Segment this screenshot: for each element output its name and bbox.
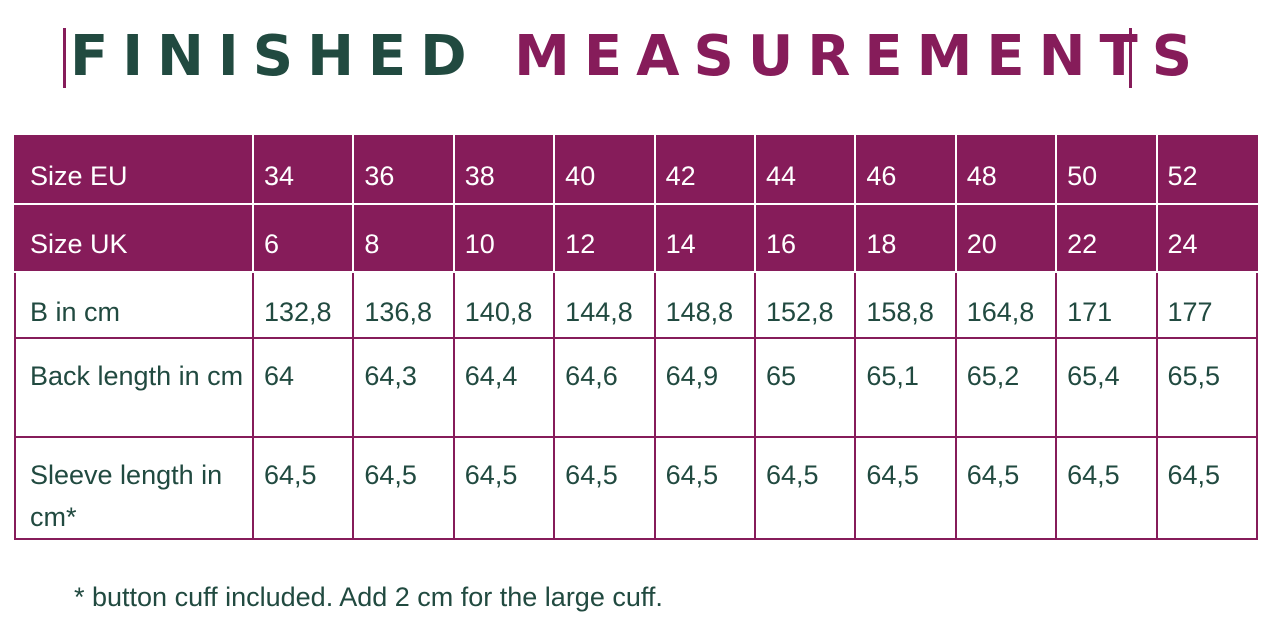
table-cell: 65,5: [1155, 337, 1259, 438]
table-cell: 140,8: [452, 271, 556, 339]
table-cell: 158,8: [854, 271, 957, 339]
title-divider-left: [63, 28, 66, 88]
title-divider-right: [1129, 28, 1132, 88]
table-cell: 10: [452, 203, 556, 273]
table-cell: 65,2: [954, 337, 1058, 438]
table-row: B in cm 132,8 136,8 140,8 144,8 148,8 152,8 158…: [14, 271, 1259, 339]
table-cell: 34: [251, 135, 355, 205]
table-cell: 64,6: [553, 337, 656, 438]
table-row: Sleeve length in cm* 64,5 64,5 64,5 64,5 64,5…: [14, 436, 1259, 540]
row-label: Back length in cm: [14, 337, 254, 438]
page-title: FINISHED MEASUREMENTS: [0, 22, 1276, 92]
table-cell: 6: [251, 203, 355, 273]
table-cell: 144,8: [553, 271, 656, 339]
table-cell: 64,9: [653, 337, 756, 438]
table-cell: 65: [753, 337, 857, 438]
table-row: Back length in cm 64 64,3 64,4 64,6 64,9 65 65,…: [14, 337, 1259, 438]
table-cell: 64,3: [352, 337, 455, 438]
title-part-finished: FINISHED: [69, 24, 481, 89]
row-label: B in cm: [14, 271, 254, 339]
table-cell: 64,5: [1055, 436, 1158, 540]
table-cell: 64,5: [753, 436, 857, 540]
table-cell: 136,8: [352, 271, 455, 339]
table-cell: 64: [251, 337, 355, 438]
table-cell: 20: [954, 203, 1058, 273]
table-cell: 24: [1155, 203, 1259, 273]
table-cell: 12: [553, 203, 656, 273]
table-cell: 65,1: [854, 337, 957, 438]
table-cell: 64,5: [251, 436, 355, 540]
table-cell: 46: [854, 135, 957, 205]
table-cell: 40: [553, 135, 656, 205]
table-cell: 36: [352, 135, 455, 205]
row-label: Size EU: [14, 135, 254, 205]
table-cell: 18: [854, 203, 957, 273]
measurements-table: Size EU 34 36 38 40 42 44 46 48 50 52 Size UK 6 8 10 12…: [14, 135, 1259, 540]
table-cell: 64,5: [452, 436, 556, 540]
row-label: Sleeve length in cm*: [14, 436, 254, 540]
title-part-measurements: MEASUREMENTS: [514, 24, 1207, 89]
row-label: Size UK: [14, 203, 254, 273]
footnote: * button cuff included. Add 2 cm for the…: [74, 582, 663, 612]
table-cell: 171: [1055, 271, 1158, 339]
table-cell: 64,4: [452, 337, 556, 438]
table-cell: 64,5: [352, 436, 455, 540]
table-cell: 42: [653, 135, 756, 205]
table-cell: 64,5: [653, 436, 756, 540]
table-cell: 38: [452, 135, 556, 205]
table-cell: 44: [753, 135, 857, 205]
table-row: Size EU 34 36 38 40 42 44 46 48 50 52: [14, 135, 1259, 205]
table-cell: 64,5: [553, 436, 656, 540]
table-cell: 164,8: [954, 271, 1058, 339]
table-cell: 177: [1155, 271, 1259, 339]
table-cell: 16: [753, 203, 857, 273]
table-cell: 8: [352, 203, 455, 273]
table-cell: 50: [1055, 135, 1158, 205]
table-cell: 52: [1155, 135, 1259, 205]
table-cell: 152,8: [753, 271, 857, 339]
table-cell: 14: [653, 203, 756, 273]
table-cell: 64,5: [954, 436, 1058, 540]
table-cell: 132,8: [251, 271, 355, 339]
table-cell: 65,4: [1055, 337, 1158, 438]
table-row: Size UK 6 8 10 12 14 16 18 20 22 24: [14, 203, 1259, 273]
table-cell: 22: [1055, 203, 1158, 273]
table-cell: 64,5: [1155, 436, 1259, 540]
table-cell: 64,5: [854, 436, 957, 540]
table-cell: 148,8: [653, 271, 756, 339]
table-cell: 48: [954, 135, 1058, 205]
